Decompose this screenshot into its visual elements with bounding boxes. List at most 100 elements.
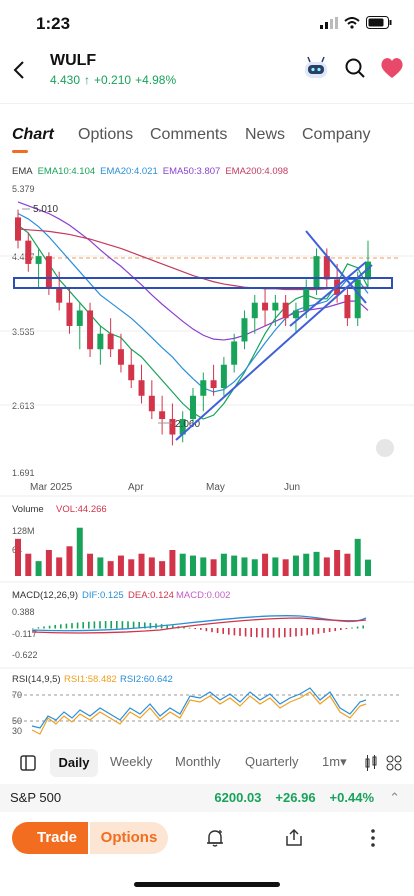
ema-label: EMA	[12, 166, 33, 177]
timeframe-monthly[interactable]: Monthly	[175, 754, 221, 769]
index-name: S&P 500	[10, 790, 62, 805]
date-tick: Apr	[128, 482, 144, 493]
timeframe-weekly[interactable]: Weekly	[110, 754, 153, 769]
macd-bar	[328, 628, 331, 632]
volume-bar	[56, 557, 63, 576]
macd-bar	[76, 622, 79, 629]
alert-bell-icon[interactable]	[205, 828, 225, 848]
macd-bar	[323, 628, 325, 633]
index-value: 6200.03	[214, 790, 262, 805]
candle-body	[87, 310, 94, 350]
tab-options[interactable]: Options	[78, 126, 134, 143]
macd-bar	[93, 621, 96, 629]
macd-bar	[88, 621, 90, 629]
favorite-heart-icon[interactable]	[380, 57, 404, 79]
share-icon[interactable]	[284, 828, 304, 848]
ema20-line	[17, 212, 369, 393]
macd-bar	[172, 625, 174, 629]
volume-bar	[190, 555, 196, 576]
macd-bar	[121, 621, 124, 629]
chart-reset-button[interactable]	[376, 439, 394, 457]
volume-value: VOL:44.266	[56, 504, 107, 515]
macd-bar	[334, 628, 336, 632]
candle-body	[169, 419, 176, 435]
chevron-up-icon[interactable]: ⌃	[389, 790, 400, 805]
macd-bar	[138, 621, 140, 629]
timeframe-intraday[interactable]: 1m▾	[322, 754, 347, 770]
signal-icon	[320, 16, 338, 29]
macd-bar	[284, 628, 286, 638]
ema50-value: EMA50:3.807	[162, 166, 221, 177]
robot-assistant-icon[interactable]	[302, 56, 330, 80]
index-ticker-bar[interactable]: S&P 500 6200.03 +26.96 +0.44% ⌃	[0, 784, 414, 812]
search-icon[interactable]	[344, 57, 366, 79]
volume-bar	[35, 561, 42, 576]
trade-button[interactable]: Trade	[12, 822, 102, 854]
macd-bar	[37, 627, 40, 629]
ema10-value: EMA10:4.104	[37, 166, 96, 177]
macd-value: MACD:0.002	[176, 590, 230, 601]
tab-company[interactable]: Company	[302, 126, 371, 143]
macd-bar	[132, 621, 135, 629]
index-values: 6200.03 +26.96 +0.44%	[214, 790, 374, 805]
candles	[15, 209, 371, 446]
options-button[interactable]: Options	[88, 822, 168, 854]
macd-bar	[222, 628, 224, 634]
ema-legend[interactable]: EMA EMA10:4.104 EMA20:4.021 EMA50:3.807 …	[12, 166, 288, 177]
volume-bar	[15, 538, 21, 576]
macd-bar	[144, 622, 146, 629]
candle-body	[292, 310, 299, 319]
macd-bar	[48, 625, 51, 629]
back-icon[interactable]	[10, 58, 30, 82]
last-price: 4.430	[50, 73, 81, 87]
price-tick: 2.613	[12, 401, 35, 411]
candle-style-icon[interactable]	[365, 755, 377, 771]
date-axis: Mar 2025 Apr May Jun	[30, 482, 300, 493]
low-label: 2.060	[175, 419, 200, 430]
macd-bar	[244, 628, 247, 637]
candle-body	[148, 395, 155, 412]
price-chart[interactable]: 5.379 4.457 3.535 2.613 1.691 5.010 2.06…	[0, 178, 414, 744]
candle-body	[107, 333, 114, 350]
macd-tick: -0.622	[12, 650, 38, 660]
rsi2-value: RSI2:60.642	[120, 674, 173, 685]
ema200-line	[17, 228, 368, 291]
drawing-trendlines[interactable]	[13, 230, 393, 441]
volume-bar	[354, 538, 361, 576]
macd-bar	[278, 628, 280, 638]
macd-tick: -0.117	[12, 629, 37, 639]
more-options-icon[interactable]	[370, 828, 376, 848]
macd-bar	[289, 628, 292, 637]
volume-bar	[179, 553, 186, 576]
rsi-tick: 30	[12, 726, 22, 736]
volume-bars	[15, 527, 371, 576]
tab-chart[interactable]: Chart	[12, 126, 54, 143]
timeframe-quarterly[interactable]: Quarterly	[245, 754, 299, 769]
timeframe-daily[interactable]: Daily	[50, 749, 98, 777]
candle-body	[56, 287, 63, 303]
macd-histogram	[32, 621, 364, 638]
volume-bar	[76, 527, 83, 576]
macd-bar	[82, 622, 84, 629]
macd-bar	[340, 628, 342, 631]
candle-body	[76, 310, 83, 326]
macd-bar	[32, 628, 34, 629]
macd-bar	[43, 626, 45, 629]
volume-bar	[138, 553, 145, 576]
rsi-label: RSI(14,9,5)	[12, 674, 61, 685]
tab-news[interactable]: News	[245, 126, 286, 143]
candle-body	[251, 302, 258, 319]
macd-bar	[166, 624, 168, 629]
macd-bar	[356, 626, 359, 629]
up-arrow-icon: ↑	[84, 73, 91, 87]
price-tick: 1.691	[12, 468, 35, 478]
home-indicator	[134, 882, 280, 887]
indicators-grid-icon[interactable]	[386, 755, 402, 771]
macd-bar	[250, 628, 252, 637]
candle-body	[231, 341, 238, 365]
macd-bar	[228, 628, 230, 635]
tab-comments[interactable]: Comments	[150, 126, 228, 143]
macd-bar	[54, 624, 56, 629]
candle-body	[25, 240, 32, 264]
sidebar-toggle-icon[interactable]	[20, 755, 36, 771]
